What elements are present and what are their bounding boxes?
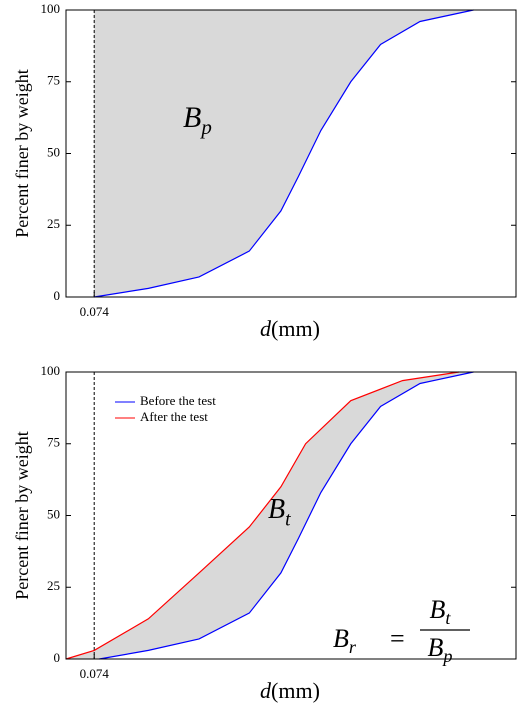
y-tick-label: 0 [54, 650, 61, 665]
x-tick-label: 0.074 [80, 666, 110, 681]
y-tick-label: 75 [47, 73, 60, 88]
base: B [333, 624, 349, 653]
x-axis-title: d(mm) [260, 316, 320, 341]
y-tick-label: 50 [47, 506, 60, 521]
formula-denominator: Bp [428, 633, 453, 666]
subscript: p [441, 646, 452, 666]
subscript: t [285, 509, 291, 530]
subscript: p [199, 115, 212, 139]
y-axis-title: Percent finer by weight [12, 431, 32, 599]
y-axis-title: Percent finer by weight [12, 69, 32, 237]
plot-frame [65, 9, 517, 298]
base: B [428, 633, 444, 662]
variable: d [260, 678, 272, 703]
y-tick-label: 0 [54, 288, 61, 303]
y-tick-label: 25 [47, 578, 60, 593]
legend-label: Before the test [140, 393, 216, 408]
x-tick-label: 0.074 [80, 304, 110, 319]
y-tick-label: 100 [41, 1, 61, 16]
formula-numerator: Bt [430, 595, 452, 628]
y-tick-label: 100 [41, 363, 61, 378]
subscript: r [349, 637, 357, 657]
annotation: Bp [183, 101, 212, 139]
y-tick-label: 25 [47, 216, 60, 231]
annotation: Bt [268, 494, 291, 529]
legend-label: After the test [140, 409, 208, 424]
variable: d [260, 316, 272, 341]
x-axis-title: d(mm) [260, 678, 320, 703]
unit: (mm) [271, 678, 320, 703]
y-tick-label: 75 [47, 435, 60, 450]
formula-equals: = [390, 624, 405, 653]
base: B [430, 595, 446, 624]
plot-frame [65, 371, 517, 660]
y-tick-label: 50 [47, 144, 60, 159]
base: B [268, 494, 285, 525]
fill-region [66, 372, 474, 659]
fill-region [94, 10, 474, 297]
subscript: t [445, 608, 451, 628]
unit: (mm) [271, 316, 320, 341]
series-line [94, 9, 474, 298]
base: B [183, 101, 201, 134]
formula-lhs: Br [333, 624, 357, 657]
series-line [65, 371, 460, 660]
series-line [99, 371, 474, 660]
